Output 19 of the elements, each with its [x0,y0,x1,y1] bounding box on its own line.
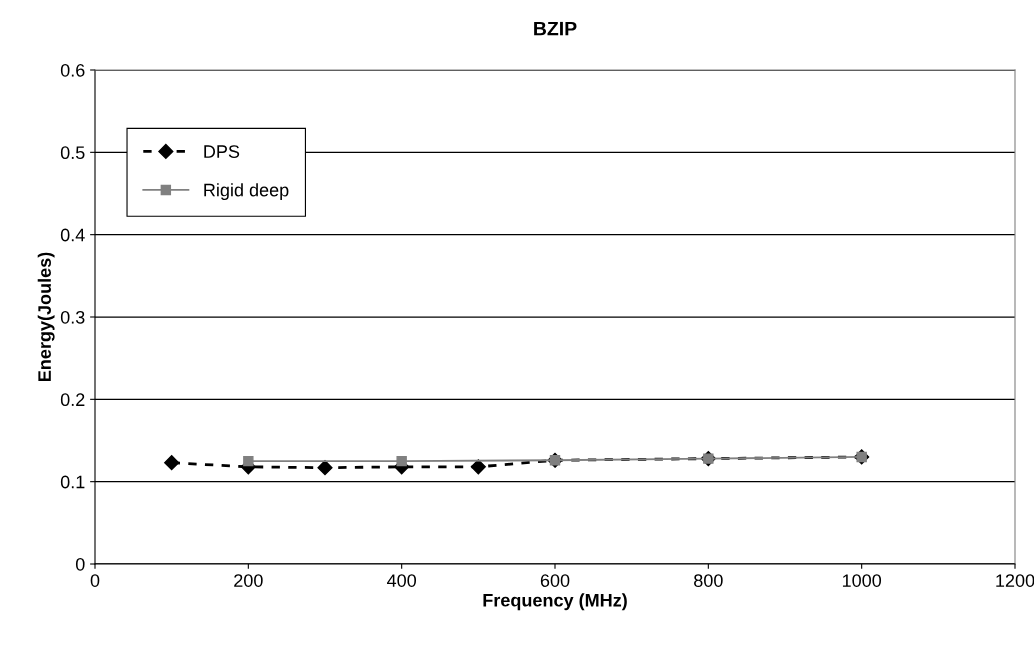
x-tick-label: 400 [387,574,417,587]
y-tick-label: 0.1 [60,475,85,489]
x-tick-label: 1200 [996,574,1034,587]
y-tick-label: 0.2 [60,393,85,407]
x-tick-label: 800 [694,574,723,587]
y-axis-title: Energy(Joules) [37,252,55,382]
y-tick-label: 0 [75,557,85,571]
x-tick-label: 600 [540,574,570,587]
legend-label: Rigid deep [204,183,289,201]
y-tick-label: 0.5 [60,146,85,160]
y-tick-label: 0.6 [60,63,85,77]
x-axis-title: Frequency (MHz) [483,593,627,611]
y-tick-label: 0.3 [60,310,85,324]
x-tick-label: 1000 [842,574,882,587]
x-tick-label: 200 [234,574,263,587]
y-tick-label: 0.4 [60,228,85,242]
legend-label: DPS [204,145,240,158]
chart-title: BZIP [534,21,577,36]
x-tick-label: 0 [90,574,100,587]
